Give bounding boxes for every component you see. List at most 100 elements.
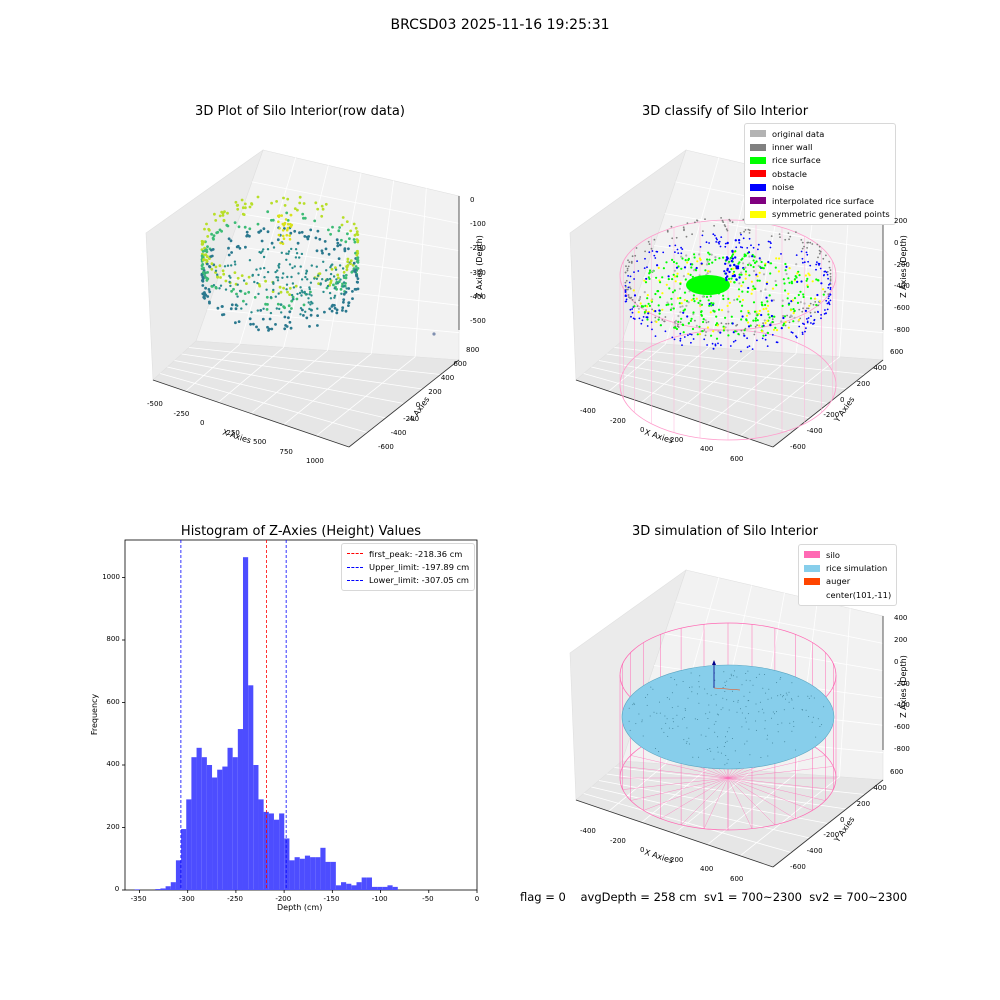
surface-mesh-point bbox=[641, 721, 643, 723]
raw-point bbox=[341, 267, 345, 270]
classified-point bbox=[784, 324, 787, 327]
histogram-bar bbox=[377, 886, 383, 891]
surface-mesh-point bbox=[780, 677, 782, 678]
surface-mesh-point bbox=[785, 692, 787, 694]
surface-mesh-point bbox=[729, 678, 731, 679]
legend-line-swatch bbox=[347, 579, 363, 581]
histogram-bar bbox=[310, 857, 316, 890]
histogram-bar bbox=[320, 847, 326, 890]
classified-point bbox=[675, 327, 679, 331]
histogram-x-tick-label: -300 bbox=[178, 895, 195, 903]
classified-point bbox=[806, 241, 809, 244]
raw-point bbox=[202, 269, 206, 272]
raw-point bbox=[200, 279, 204, 282]
surface-mesh-point bbox=[649, 715, 651, 717]
classified-point bbox=[700, 262, 703, 265]
raw-point bbox=[202, 266, 205, 270]
classified-point bbox=[770, 235, 773, 238]
raw-point bbox=[282, 237, 286, 240]
classified-point bbox=[829, 299, 832, 302]
raw-point bbox=[259, 229, 263, 233]
classified-point bbox=[710, 253, 713, 256]
classified-point bbox=[738, 273, 741, 276]
classified-point bbox=[624, 281, 627, 284]
surface-mesh-point bbox=[697, 719, 699, 720]
surface-mesh-point bbox=[716, 713, 718, 715]
noise-point bbox=[725, 278, 728, 282]
classified-point bbox=[707, 321, 710, 323]
surface-mesh-point bbox=[650, 686, 652, 688]
simulation-x-tick-label: -200 bbox=[610, 836, 626, 845]
classified-point bbox=[707, 251, 710, 254]
surface-mesh-point bbox=[708, 704, 710, 706]
classified-point bbox=[749, 324, 752, 327]
classified-point bbox=[706, 272, 709, 275]
raw-point bbox=[236, 203, 240, 207]
classified-point bbox=[670, 225, 673, 228]
surface-mesh-point bbox=[724, 764, 726, 766]
raw-point bbox=[216, 273, 219, 276]
histogram-bar bbox=[217, 769, 223, 890]
classified-point bbox=[694, 221, 696, 224]
classified-point bbox=[740, 233, 742, 236]
classified-point bbox=[662, 251, 665, 254]
classified-point bbox=[650, 299, 653, 302]
classified-point bbox=[707, 270, 710, 273]
classified-point bbox=[798, 318, 801, 321]
classified-point bbox=[729, 280, 732, 283]
classified-point bbox=[679, 339, 682, 342]
raw-point bbox=[300, 252, 304, 256]
classify-x-tick-label: 400 bbox=[700, 445, 714, 454]
classified-point bbox=[782, 324, 785, 327]
raw-point bbox=[234, 321, 237, 325]
raw-point bbox=[227, 253, 231, 257]
classified-point bbox=[748, 237, 751, 240]
raw-point bbox=[342, 281, 346, 284]
raw-point bbox=[336, 241, 340, 245]
surface-mesh-point bbox=[690, 672, 692, 674]
classified-point bbox=[813, 319, 816, 322]
raw-point bbox=[201, 292, 205, 296]
classified-point bbox=[642, 316, 645, 318]
classified-point bbox=[766, 331, 770, 335]
classify-legend: original data inner wall rice surface obsta… bbox=[744, 123, 896, 225]
classified-point bbox=[766, 319, 769, 322]
classified-point bbox=[829, 286, 832, 289]
surface-mesh-point bbox=[777, 731, 779, 733]
classified-point bbox=[740, 329, 743, 332]
raw-point bbox=[234, 263, 237, 266]
raw-point bbox=[317, 282, 320, 285]
classified-point bbox=[679, 337, 682, 340]
histogram-y-axis-label: Frequency bbox=[90, 693, 100, 736]
raw-point bbox=[336, 273, 340, 277]
raw-point bbox=[337, 257, 341, 260]
surface-mesh-point bbox=[791, 699, 793, 701]
classified-point bbox=[801, 247, 804, 250]
legend-swatch bbox=[750, 130, 766, 138]
silo-floor-spoke bbox=[727, 777, 776, 826]
raw-y-tick-label: 800 bbox=[466, 346, 480, 354]
classified-point bbox=[699, 303, 702, 306]
raw-point bbox=[205, 259, 209, 263]
raw-point bbox=[280, 214, 284, 217]
classified-point bbox=[744, 327, 747, 330]
surface-mesh-point bbox=[737, 699, 739, 701]
raw-point bbox=[302, 216, 305, 220]
histogram-bar bbox=[206, 765, 213, 890]
raw-point bbox=[266, 303, 269, 306]
classified-point bbox=[706, 258, 709, 261]
raw-point bbox=[336, 282, 339, 285]
classified-point bbox=[800, 280, 803, 283]
raw-point bbox=[203, 227, 206, 231]
raw-point bbox=[285, 233, 289, 237]
histogram-bar bbox=[279, 813, 285, 890]
classified-point bbox=[683, 228, 685, 231]
classified-point bbox=[818, 249, 821, 252]
classified-point bbox=[690, 299, 693, 302]
noise-point bbox=[724, 272, 728, 275]
raw-point bbox=[314, 236, 318, 240]
raw-point bbox=[276, 238, 280, 242]
classify-z-tick-label: -600 bbox=[894, 304, 910, 313]
classified-point bbox=[677, 252, 680, 255]
histogram-x-tick-label: -100 bbox=[371, 895, 388, 903]
